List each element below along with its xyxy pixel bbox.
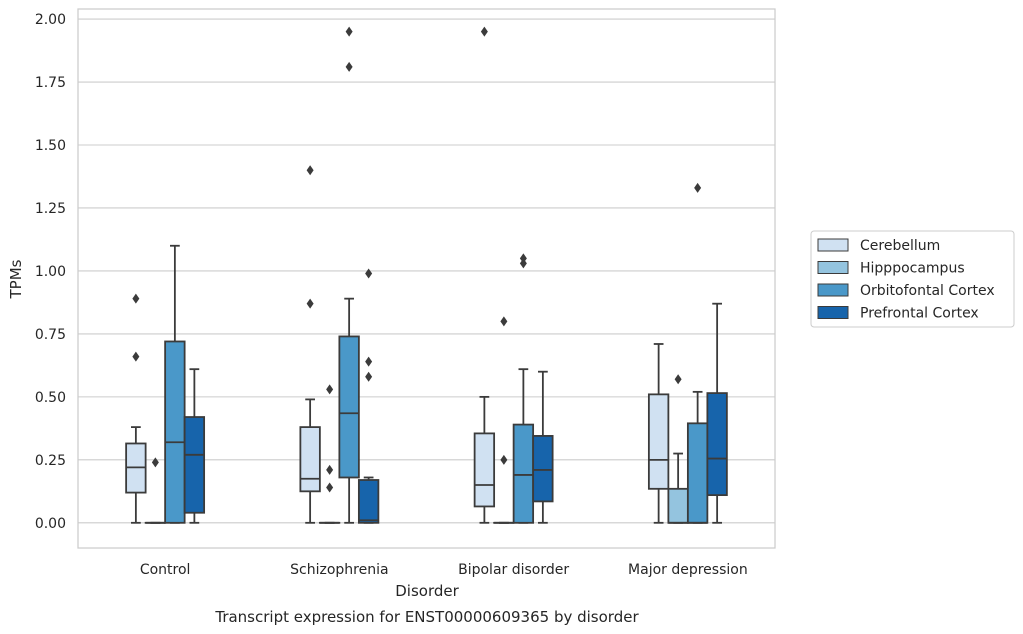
box-plot-element xyxy=(183,368,206,524)
legend-label: Prefrontal Cortex xyxy=(860,306,979,322)
legend-swatch xyxy=(817,261,849,274)
outlier-marker xyxy=(326,464,334,475)
box-plot-element xyxy=(144,457,167,524)
box-plot-element xyxy=(125,293,147,524)
outlier-marker xyxy=(480,26,488,37)
box-plot-element xyxy=(473,26,496,524)
outlier-marker xyxy=(306,298,314,309)
x-axis-label: Disorder xyxy=(395,582,459,600)
box-plot-element xyxy=(299,165,321,524)
box-iqr xyxy=(647,393,670,490)
box-iqr xyxy=(338,335,360,479)
box-iqr xyxy=(532,435,554,503)
outlier-marker xyxy=(326,482,334,493)
box-plot-element xyxy=(338,26,360,524)
box-plot-element xyxy=(706,302,728,524)
outlier-marker xyxy=(694,182,702,193)
x-tick-label: Major depression xyxy=(628,562,748,578)
y-tick-label: 1.25 xyxy=(35,201,66,217)
plot-frame xyxy=(77,8,776,549)
legend: Cerebellum Hipppocampus Orbitofontal Corte… xyxy=(810,230,1015,328)
box-iqr xyxy=(357,479,380,524)
box-iqr xyxy=(299,426,321,493)
box-iqr xyxy=(164,340,186,524)
outlier-marker xyxy=(365,356,373,367)
box-plot-element xyxy=(512,253,535,524)
outlier-marker xyxy=(132,293,140,304)
legend-label: Hipppocampus xyxy=(860,261,965,277)
y-tick-label: 0.25 xyxy=(35,453,66,469)
y-tick-label: 1.75 xyxy=(35,75,66,91)
box-iqr xyxy=(183,416,206,514)
box-iqr xyxy=(667,487,689,524)
y-tick-label: 0.75 xyxy=(35,327,66,343)
x-tick-label: Schizophrenia xyxy=(290,562,388,578)
box-plot-element xyxy=(357,268,380,524)
box-plot-element xyxy=(686,182,709,524)
outlier-marker xyxy=(500,454,508,465)
legend-label: Cerebellum xyxy=(860,238,940,254)
y-tick-label: 1.50 xyxy=(35,138,66,154)
y-tick-label: 0.00 xyxy=(35,516,66,532)
box-iqr xyxy=(512,423,535,524)
box-iqr xyxy=(686,422,709,524)
outlier-marker xyxy=(500,316,508,327)
outlier-marker xyxy=(326,384,334,395)
box-plot-element xyxy=(667,374,689,524)
box-plot-element xyxy=(318,384,341,524)
box-plot-element xyxy=(647,343,670,524)
legend-label: Orbitofontal Cortex xyxy=(860,283,995,299)
x-axis-ticks: Control Schizophrenia Bipolar disorder Majo… xyxy=(140,562,748,578)
x-tick-label: Bipolar disorder xyxy=(458,562,569,578)
outlier-marker xyxy=(132,351,140,362)
outlier-marker xyxy=(345,26,353,37)
outlier-marker xyxy=(151,457,159,468)
outlier-marker xyxy=(519,253,527,264)
outlier-marker xyxy=(365,268,373,279)
box-plot-element xyxy=(532,370,554,524)
outlier-marker xyxy=(674,374,682,385)
outlier-marker xyxy=(365,371,373,382)
outlier-marker xyxy=(345,61,353,72)
outlier-marker xyxy=(519,258,527,269)
box-plot-element xyxy=(493,316,515,524)
y-tick-label: 1.00 xyxy=(35,264,66,280)
box-iqr xyxy=(473,432,496,508)
y-axis-ticks: 0.00 0.25 0.50 0.75 1.00 1.25 1.50 1.75 2.00 xyxy=(35,12,66,532)
legend-swatch xyxy=(817,238,849,252)
legend-swatch xyxy=(817,306,849,319)
x-tick-label: Control xyxy=(140,562,191,578)
y-tick-label: 0.50 xyxy=(35,390,66,406)
box-plot-element xyxy=(164,244,186,524)
box-plot-boxes xyxy=(125,26,728,524)
box-iqr xyxy=(706,392,728,497)
y-tick-label: 2.00 xyxy=(35,12,66,28)
chart-caption: Transcript expression for ENST0000060936… xyxy=(214,608,639,626)
legend-swatch xyxy=(817,283,849,297)
legend-frame xyxy=(810,230,1015,328)
y-axis-label: TPMs xyxy=(7,259,25,299)
outlier-marker xyxy=(306,165,314,176)
